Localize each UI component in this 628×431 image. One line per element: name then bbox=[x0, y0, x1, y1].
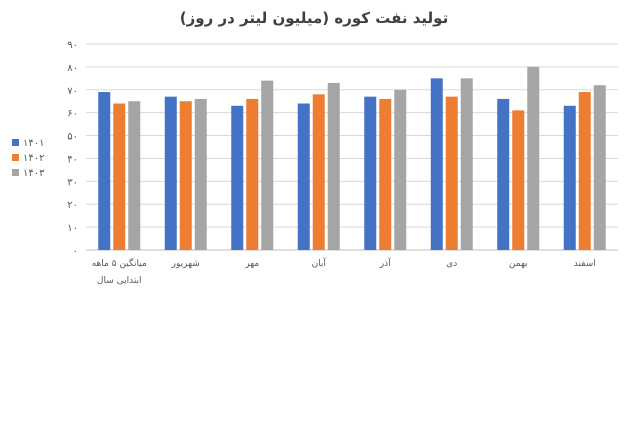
bar bbox=[430, 78, 443, 250]
y-tick-label: ۲۰ bbox=[67, 200, 78, 211]
bar bbox=[364, 96, 377, 251]
bar bbox=[445, 96, 458, 251]
category-label: آذر bbox=[379, 257, 391, 269]
bar bbox=[497, 98, 510, 250]
bar bbox=[460, 78, 473, 250]
bar bbox=[327, 82, 340, 251]
y-tick-label: ۵۰ bbox=[67, 132, 78, 143]
legend-swatch bbox=[12, 154, 19, 161]
bar bbox=[379, 98, 392, 250]
y-tick-label: ۸۰ bbox=[67, 63, 78, 74]
bar bbox=[527, 66, 540, 250]
bar bbox=[297, 103, 310, 250]
bar bbox=[394, 89, 407, 251]
category-label: دی bbox=[446, 259, 457, 269]
category-label: مهر bbox=[244, 259, 259, 269]
category-label: شهریور bbox=[171, 259, 200, 269]
category-label: اسفند bbox=[574, 259, 596, 269]
bar bbox=[164, 96, 177, 251]
bar bbox=[593, 85, 606, 250]
y-tick-label: ۷۰ bbox=[67, 86, 78, 97]
legend-label: ۱۴۰۱ bbox=[23, 138, 44, 149]
legend-label: ۱۴۰۳ bbox=[23, 168, 45, 179]
bar bbox=[578, 92, 591, 250]
category-label: آبان bbox=[312, 257, 327, 269]
bar bbox=[231, 105, 244, 250]
bar bbox=[512, 110, 525, 250]
y-tick-label: ۰ bbox=[73, 246, 78, 257]
bar bbox=[113, 103, 126, 250]
chart-title: تولید نفت کوره (میلیون لیتر در روز) bbox=[179, 9, 449, 27]
legend-label: ۱۴۰۲ bbox=[23, 153, 44, 164]
y-tick-label: ۱۰ bbox=[67, 223, 78, 234]
bar bbox=[179, 101, 192, 250]
y-tick-label: ۹۰ bbox=[67, 40, 78, 51]
y-tick-label: ۳۰ bbox=[67, 177, 78, 188]
bar bbox=[246, 98, 259, 250]
bar bbox=[312, 94, 325, 250]
category-label: میانگین ۵ ماهه bbox=[92, 257, 147, 269]
legend-swatch bbox=[12, 169, 19, 176]
y-tick-label: ۴۰ bbox=[67, 154, 78, 165]
category-label: بهمن bbox=[509, 259, 528, 269]
bar bbox=[563, 105, 576, 250]
bar bbox=[128, 101, 141, 250]
bar bbox=[98, 92, 111, 250]
category-label: ابتدایی سال bbox=[97, 276, 142, 286]
legend-swatch bbox=[12, 139, 19, 146]
y-tick-label: ۶۰ bbox=[67, 109, 78, 120]
bar bbox=[261, 80, 274, 250]
bar bbox=[194, 98, 207, 250]
